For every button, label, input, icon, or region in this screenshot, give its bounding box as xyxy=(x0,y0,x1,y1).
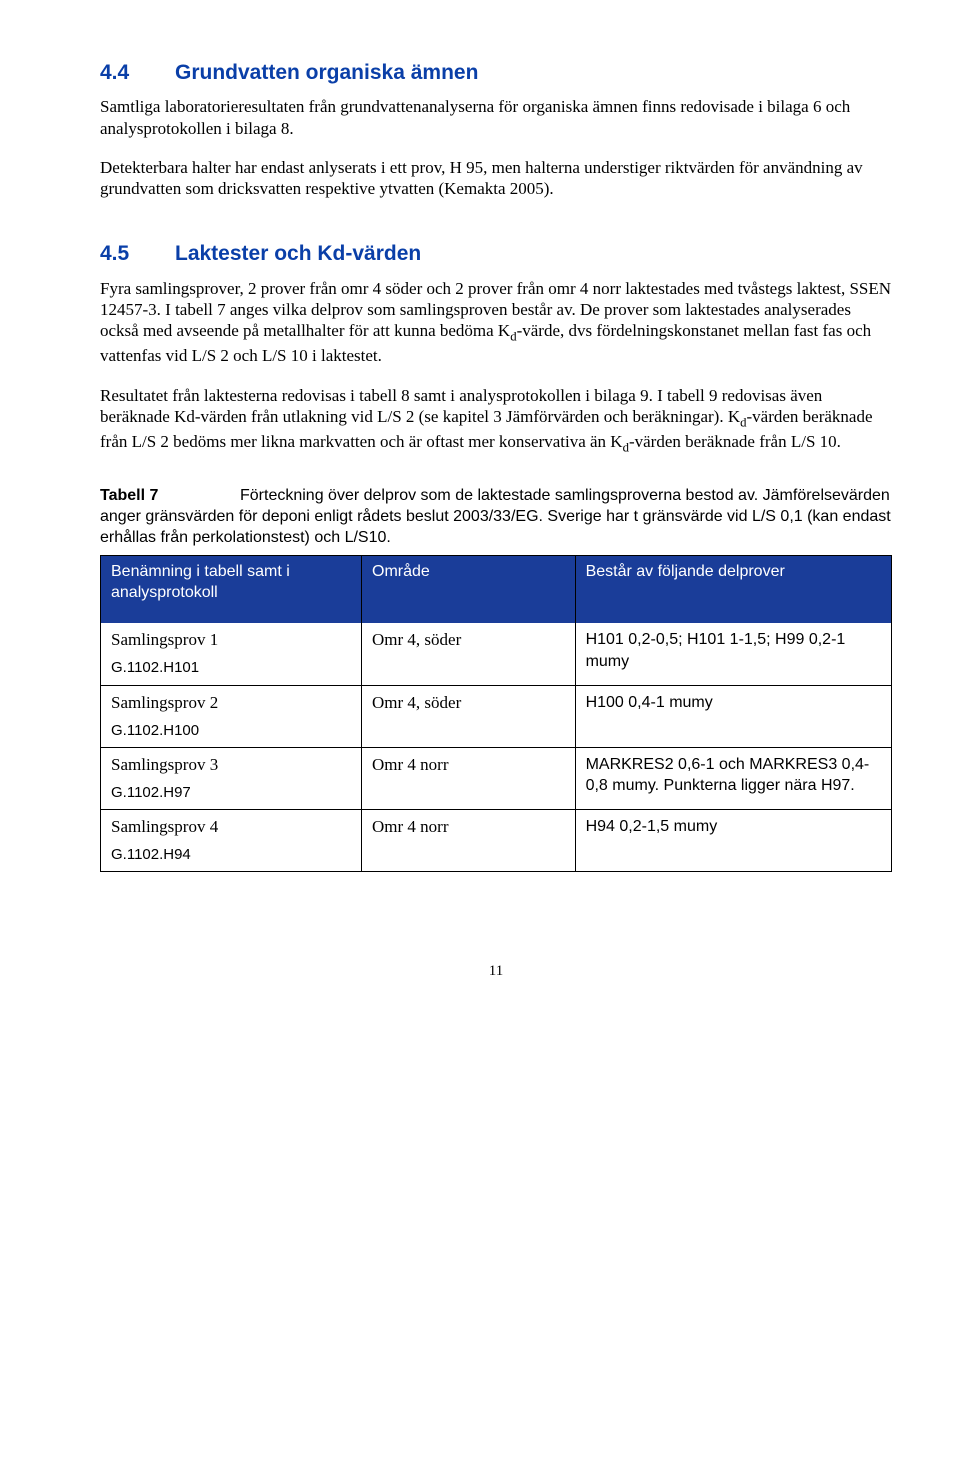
sample-name: Samlingsprov 4 xyxy=(111,816,351,839)
sample-name: Samlingsprov 2 xyxy=(111,692,351,715)
sample-area: Omr 4, söder xyxy=(372,692,565,715)
section-4-5-p2: Resultatet från laktesterna redovisas i … xyxy=(100,385,892,457)
section-4-4-p2: Detekterbara halter har endast anlyserat… xyxy=(100,157,892,200)
table-7-col1-header: Benämning i tabell samt i analysprotokol… xyxy=(101,555,362,623)
p2-part-c: -värden beräknade från L/S 10. xyxy=(629,432,841,451)
sample-code: G.1102.H94 xyxy=(111,845,351,865)
table-row: Samlingsprov 3 G.1102.H97 Omr 4 norr MAR… xyxy=(101,747,892,809)
sample-delprov: H100 0,4-1 mumy xyxy=(586,692,881,714)
sample-code: G.1102.H101 xyxy=(111,658,351,678)
sample-code: G.1102.H100 xyxy=(111,721,351,741)
table-row: Samlingsprov 2 G.1102.H100 Omr 4, söder … xyxy=(101,685,892,747)
table-7-col2-header: Område xyxy=(362,555,576,623)
section-4-5-heading: 4.5Laktester och Kd-värden xyxy=(100,241,892,267)
section-4-5-p1: Fyra samlingsprover, 2 prover från omr 4… xyxy=(100,278,892,367)
section-4-4-title: Grundvatten organiska ämnen xyxy=(175,61,478,84)
table-7: Benämning i tabell samt i analysprotokol… xyxy=(100,555,892,872)
section-4-4-p1: Samtliga laboratorieresultaten från grun… xyxy=(100,96,892,139)
table-row: Samlingsprov 4 G.1102.H94 Omr 4 norr H94… xyxy=(101,810,892,872)
p2-part-a: Resultatet från laktesterna redovisas i … xyxy=(100,386,822,426)
sample-area: Omr 4 norr xyxy=(372,816,565,839)
table-7-col3-header: Består av följande delprover xyxy=(575,555,891,623)
sample-delprov: H94 0,2-1,5 mumy xyxy=(586,816,881,838)
sample-area: Omr 4 norr xyxy=(372,754,565,777)
table-7-caption: Tabell 7Förteckning över delprov som de … xyxy=(100,486,892,548)
section-4-4-number: 4.4 xyxy=(100,60,175,86)
section-4-4-heading: 4.4Grundvatten organiska ämnen xyxy=(100,60,892,86)
table-7-label: Tabell 7 xyxy=(100,486,240,507)
sample-delprov: MARKRES2 0,6-1 och MARKRES3 0,4-0,8 mumy… xyxy=(586,754,881,797)
page-number: 11 xyxy=(100,962,892,981)
table-7-header-row: Benämning i tabell samt i analysprotokol… xyxy=(101,555,892,623)
table-row: Samlingsprov 1 G.1102.H101 Omr 4, söder … xyxy=(101,623,892,685)
sample-area: Omr 4, söder xyxy=(372,629,565,652)
sample-delprov: H101 0,2-0,5; H101 1-1,5; H99 0,2-1 mumy xyxy=(586,629,881,672)
sample-code: G.1102.H97 xyxy=(111,783,351,803)
sample-name: Samlingsprov 1 xyxy=(111,629,351,652)
section-4-5-number: 4.5 xyxy=(100,241,175,267)
section-4-5-title: Laktester och Kd-värden xyxy=(175,242,421,265)
sample-name: Samlingsprov 3 xyxy=(111,754,351,777)
